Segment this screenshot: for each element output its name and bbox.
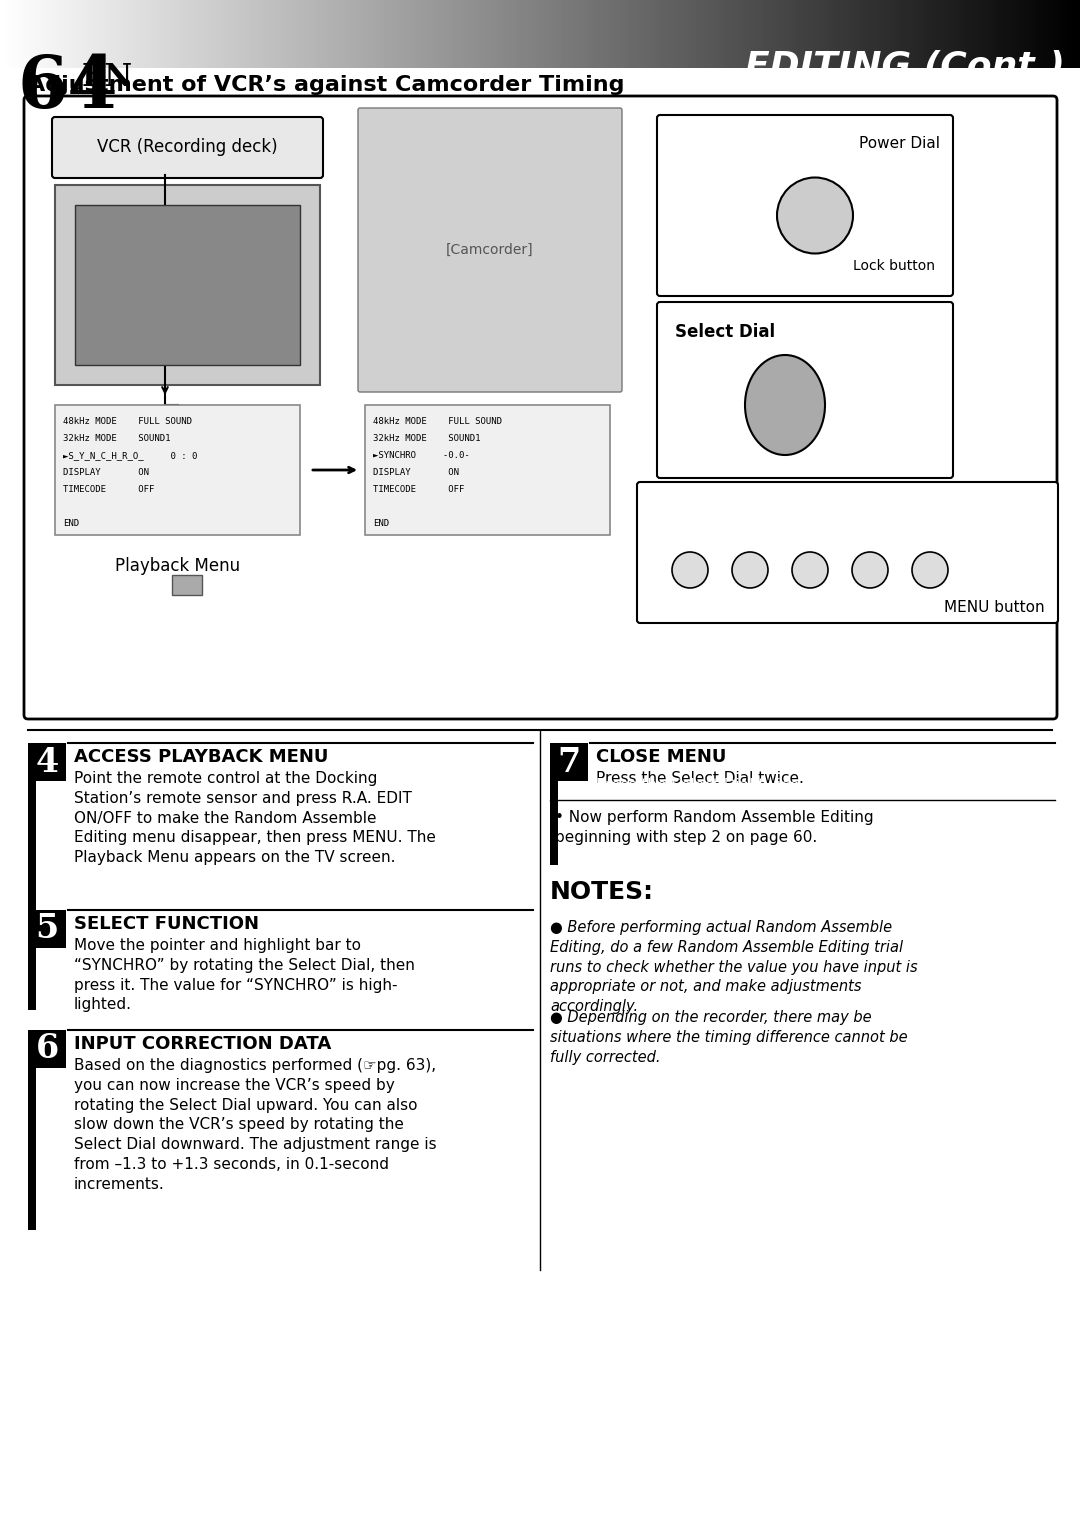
- Text: DISPLAY       ON: DISPLAY ON: [63, 468, 149, 477]
- Text: Power Dial: Power Dial: [859, 136, 940, 150]
- Text: Based on the diagnostics performed (☞pg. 63),
you can now increase the VCR’s spe: Based on the diagnostics performed (☞pg.…: [75, 1058, 436, 1191]
- Bar: [550, 809, 558, 865]
- Circle shape: [852, 552, 888, 589]
- Text: ● Before performing actual Random Assemble
Editing, do a few Random Assemble Edi: ● Before performing actual Random Assemb…: [550, 920, 918, 1015]
- Text: ● Depending on the recorder, there may be
situations where the timing difference: ● Depending on the recorder, there may b…: [550, 1010, 907, 1064]
- Text: END: END: [63, 520, 79, 527]
- Text: TIMECODE      OFF: TIMECODE OFF: [373, 484, 464, 494]
- FancyBboxPatch shape: [657, 115, 953, 296]
- Text: Lock button: Lock button: [853, 259, 935, 273]
- Text: 48kHz MODE    FULL SOUND: 48kHz MODE FULL SOUND: [373, 417, 502, 426]
- Text: DISPLAY       ON: DISPLAY ON: [373, 468, 459, 477]
- Text: 4: 4: [36, 745, 58, 779]
- Text: ►S̲Y̲N̲C̲H̲R̲O̲     0 : 0: ►S̲Y̲N̲C̲H̲R̲O̲ 0 : 0: [63, 451, 198, 460]
- Bar: [75, 205, 300, 365]
- Text: MENU button: MENU button: [944, 599, 1045, 615]
- Text: 7: 7: [557, 745, 581, 779]
- Bar: [365, 405, 610, 535]
- Text: Adjustment of VCR’s against Camcorder Timing: Adjustment of VCR’s against Camcorder Ti…: [28, 75, 624, 95]
- Bar: [55, 185, 320, 385]
- Text: Playback Menu: Playback Menu: [114, 556, 240, 575]
- Bar: [28, 744, 66, 780]
- Text: Press the Select Dial twice.: Press the Select Dial twice.: [596, 779, 804, 793]
- Text: EN: EN: [82, 61, 133, 94]
- Text: • Now perform Random Assemble Editing
beginning with step 2 on page 60.: • Now perform Random Assemble Editing be…: [555, 809, 874, 845]
- Text: Move the pointer and highlight bar to
“SYNCHRO” by rotating the Select Dial, the: Move the pointer and highlight bar to “S…: [75, 938, 415, 1012]
- Text: ACCESS PLAYBACK MENU: ACCESS PLAYBACK MENU: [75, 748, 328, 766]
- Text: [Camcorder]: [Camcorder]: [446, 244, 534, 258]
- Text: 5: 5: [36, 912, 58, 946]
- Bar: [550, 744, 588, 780]
- FancyBboxPatch shape: [24, 97, 1057, 719]
- FancyBboxPatch shape: [657, 302, 953, 478]
- Circle shape: [732, 552, 768, 589]
- Circle shape: [912, 552, 948, 589]
- Text: VCR (Recording deck): VCR (Recording deck): [97, 138, 278, 156]
- FancyBboxPatch shape: [637, 481, 1058, 622]
- Bar: [28, 1030, 66, 1069]
- Circle shape: [777, 178, 853, 253]
- Text: 32kHz MODE    SOUND1: 32kHz MODE SOUND1: [373, 434, 481, 443]
- Text: 64: 64: [18, 52, 119, 123]
- Text: INPUT CORRECTION DATA: INPUT CORRECTION DATA: [75, 1035, 332, 1053]
- Circle shape: [672, 552, 708, 589]
- Bar: [28, 744, 36, 911]
- Text: Point the remote control at the Docking
Station’s remote sensor and press R.A. E: Point the remote control at the Docking …: [75, 771, 436, 865]
- Text: END: END: [373, 520, 389, 527]
- Text: Press the Select Dial twice.: Press the Select Dial twice.: [596, 771, 804, 786]
- Bar: [28, 1030, 36, 1229]
- Text: EDITING (Cont.): EDITING (Cont.): [745, 51, 1065, 84]
- Bar: [28, 911, 36, 1010]
- Text: 6: 6: [36, 1033, 58, 1065]
- Circle shape: [792, 552, 828, 589]
- Text: SELECT FUNCTION: SELECT FUNCTION: [75, 915, 259, 934]
- Text: 32kHz MODE    SOUND1: 32kHz MODE SOUND1: [63, 434, 171, 443]
- FancyBboxPatch shape: [357, 107, 622, 392]
- Text: CLOSE MENU: CLOSE MENU: [596, 748, 727, 766]
- FancyBboxPatch shape: [52, 117, 323, 178]
- Bar: [55, 405, 300, 535]
- Text: TIMECODE      OFF: TIMECODE OFF: [63, 484, 154, 494]
- Bar: [550, 744, 558, 819]
- Ellipse shape: [745, 356, 825, 455]
- Text: NOTES:: NOTES:: [550, 880, 654, 904]
- Text: 48kHz MODE    FULL SOUND: 48kHz MODE FULL SOUND: [63, 417, 192, 426]
- Text: ►SYNCHRO     -0.0-: ►SYNCHRO -0.0-: [373, 451, 470, 460]
- Text: Select Dial: Select Dial: [675, 323, 775, 340]
- Bar: [172, 575, 202, 595]
- Bar: [28, 911, 66, 947]
